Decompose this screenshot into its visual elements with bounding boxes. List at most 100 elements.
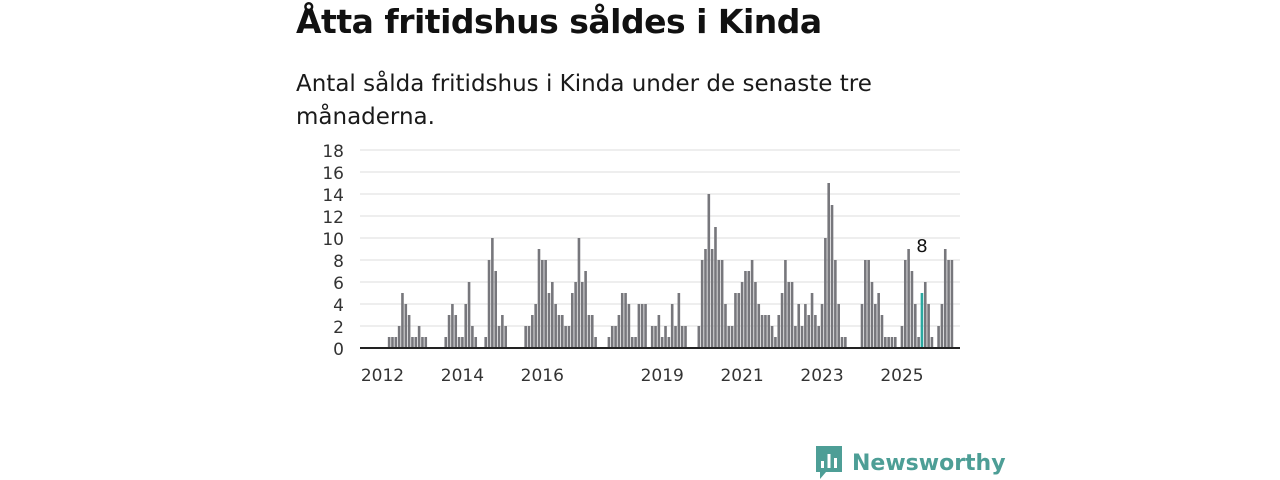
bar <box>917 337 920 348</box>
bar <box>590 315 594 348</box>
bar <box>790 282 794 348</box>
bar <box>697 326 701 348</box>
bar <box>787 282 791 348</box>
bar <box>807 315 811 348</box>
bar <box>930 337 934 348</box>
bar <box>877 293 880 348</box>
bar <box>810 293 814 348</box>
bar <box>844 337 847 348</box>
data-labels: 8 <box>916 236 927 257</box>
bar <box>714 227 717 348</box>
bar <box>421 337 424 348</box>
bar <box>737 293 741 348</box>
bar <box>657 315 661 348</box>
bar <box>814 315 817 348</box>
x-tick-label: 2021 <box>720 366 763 386</box>
bar <box>474 337 478 348</box>
bar <box>734 293 737 348</box>
bar <box>457 337 461 348</box>
bar <box>750 260 754 348</box>
bar <box>610 326 614 348</box>
bar <box>587 315 591 348</box>
x-tick-label: 2025 <box>880 366 923 386</box>
bar <box>654 326 657 348</box>
y-tick-label: 10 <box>322 230 344 250</box>
bar <box>777 315 781 348</box>
bar <box>887 337 890 348</box>
bar <box>884 337 887 348</box>
bar <box>724 304 727 348</box>
bar <box>800 326 804 348</box>
bar <box>447 315 451 348</box>
bar <box>840 337 844 348</box>
bar <box>950 260 954 348</box>
bar <box>417 326 421 348</box>
bar <box>424 337 428 348</box>
bar <box>461 337 464 348</box>
bar <box>757 304 761 348</box>
y-tick-label: 18 <box>322 142 344 162</box>
bar <box>717 260 721 348</box>
bar <box>537 249 541 348</box>
bar <box>830 205 834 348</box>
bar <box>900 326 904 348</box>
bar <box>607 337 611 348</box>
bar <box>561 315 564 348</box>
bar <box>727 326 731 348</box>
bar <box>574 282 577 348</box>
bar <box>541 260 544 348</box>
bar <box>907 249 910 348</box>
bar <box>524 326 527 348</box>
bar <box>864 260 867 348</box>
bar <box>860 304 864 348</box>
bar <box>557 315 561 348</box>
bar <box>827 183 830 348</box>
bar <box>404 304 408 348</box>
y-tick-label: 6 <box>333 274 344 294</box>
y-tick-label: 2 <box>333 318 344 338</box>
bar <box>407 315 411 348</box>
y-tick-label: 16 <box>322 164 344 184</box>
bar <box>577 238 581 348</box>
gridlines <box>360 149 960 327</box>
bar <box>910 271 914 348</box>
bar <box>940 304 944 348</box>
brand-name: Newsworthy <box>852 450 1006 476</box>
bar <box>444 337 448 348</box>
bar <box>730 326 734 348</box>
bar <box>411 337 414 348</box>
bar <box>531 315 534 348</box>
bar <box>471 326 474 348</box>
bar <box>667 337 671 348</box>
bar <box>700 260 704 348</box>
bar <box>627 304 631 348</box>
x-tick-label: 2012 <box>361 366 404 386</box>
bar <box>544 260 547 348</box>
bar <box>484 337 488 348</box>
newsworthy-logo[interactable]: Newsworthy <box>816 446 1006 480</box>
bar <box>394 337 398 348</box>
bar <box>894 337 897 348</box>
bar <box>767 315 771 348</box>
bar <box>820 304 824 348</box>
bar <box>594 337 597 348</box>
x-tick-label: 2014 <box>441 366 484 386</box>
highlight-value-label: 8 <box>916 236 927 257</box>
bar <box>464 304 468 348</box>
bar <box>614 326 617 348</box>
bar <box>740 282 744 348</box>
bar <box>684 326 687 348</box>
bar <box>937 326 940 348</box>
x-tick-label: 2023 <box>800 366 843 386</box>
bar-highlight <box>920 293 924 348</box>
bars <box>387 183 954 348</box>
bar <box>567 326 571 348</box>
bar <box>754 282 757 348</box>
bar <box>617 315 621 348</box>
bar <box>580 282 584 348</box>
bar <box>913 304 917 348</box>
bar <box>794 326 797 348</box>
bar <box>620 293 624 348</box>
